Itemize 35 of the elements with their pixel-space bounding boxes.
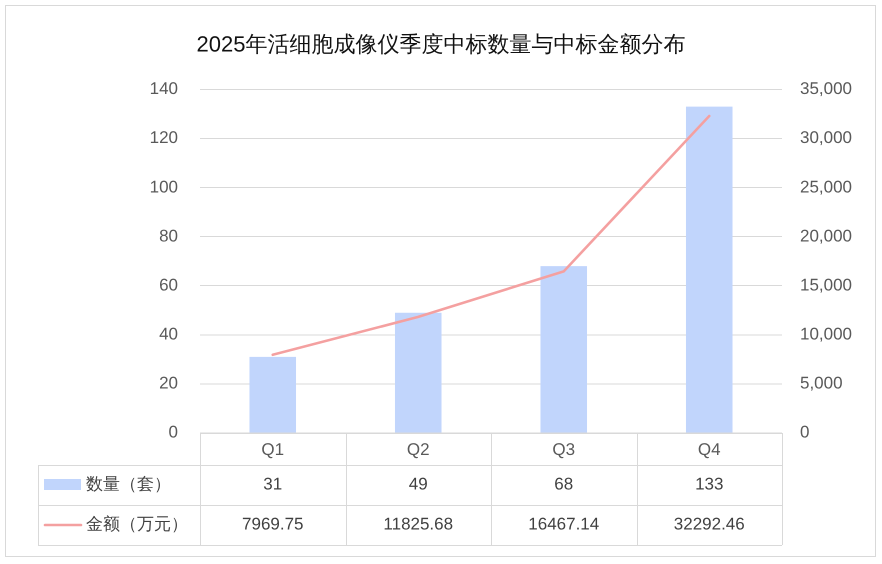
y2-tick-label: 30,000 [800, 128, 852, 148]
data-label: 31 [263, 474, 282, 494]
y-tick-label: 120 [150, 128, 178, 148]
y-tick-label: 100 [150, 177, 178, 196]
data-label: 7969.75 [242, 514, 304, 534]
y2-tick-label: 15,000 [800, 275, 852, 294]
data-label: 16467.14 [528, 514, 600, 534]
y2-tick-label: 25,000 [800, 177, 852, 196]
x-tick-label: Q1 [261, 440, 284, 459]
data-label: 133 [695, 474, 724, 494]
bar [686, 106, 733, 432]
bar [394, 312, 442, 432]
x-tick-label: Q3 [552, 440, 576, 459]
y-tick-label: 0 [168, 422, 178, 442]
y2-tick-label: 35,000 [800, 79, 852, 98]
bar [540, 266, 588, 432]
y-tick-label: 60 [159, 275, 178, 294]
data-label: 32292.46 [674, 514, 745, 534]
y2-tick-label: 0 [800, 422, 810, 442]
y-tick-label: 40 [159, 324, 178, 344]
legend-label: 金额（万元） [86, 514, 188, 534]
data-label: 49 [408, 474, 428, 494]
legend-label: 数量（套） [86, 474, 171, 494]
y-tick-label: 20 [159, 374, 178, 393]
y2-tick-label: 5,000 [800, 374, 843, 393]
bar [249, 356, 296, 432]
data-label: 68 [554, 474, 574, 494]
x-tick-label: Q2 [406, 440, 430, 459]
y2-tick-label: 10,000 [800, 324, 852, 344]
chart-title: 2025年活细胞成像仪季度中标数量与中标金额分布 [196, 31, 686, 56]
y-tick-label: 140 [150, 79, 178, 98]
x-tick-label: Q4 [698, 440, 721, 459]
y2-tick-label: 20,000 [800, 226, 852, 246]
data-label: 11825.68 [383, 514, 454, 534]
y-tick-label: 80 [159, 226, 178, 246]
